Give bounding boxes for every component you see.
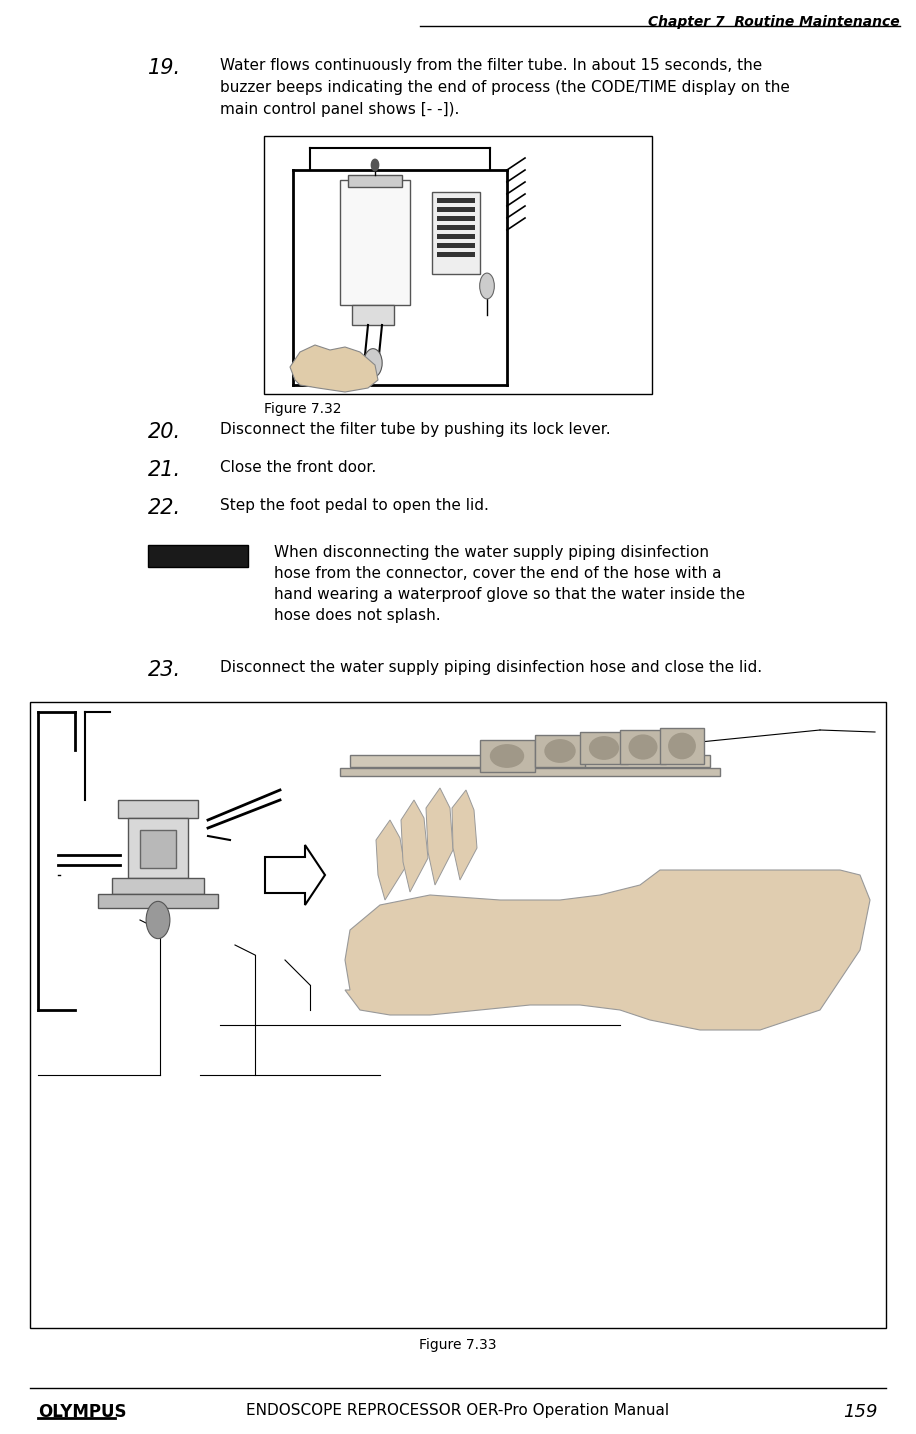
Text: buzzer beeps indicating the end of process (the CODE/TIME display on the: buzzer beeps indicating the end of proce… bbox=[220, 80, 790, 95]
Text: 22.: 22. bbox=[148, 498, 181, 518]
Text: 23.: 23. bbox=[148, 660, 181, 680]
Text: 20.: 20. bbox=[148, 422, 181, 442]
Text: Washing case mount: Washing case mount bbox=[200, 1060, 345, 1073]
Text: Figure 7.33: Figure 7.33 bbox=[420, 1338, 496, 1352]
Text: When disconnecting the water supply piping disinfection: When disconnecting the water supply pipi… bbox=[274, 545, 709, 561]
Text: Step the foot pedal to open the lid.: Step the foot pedal to open the lid. bbox=[220, 498, 489, 513]
Text: 159: 159 bbox=[844, 1402, 878, 1421]
Text: Disconnect the filter tube by pushing its lock lever.: Disconnect the filter tube by pushing it… bbox=[220, 422, 611, 437]
Text: WARNING: WARNING bbox=[164, 548, 232, 561]
Text: OLYMPUS: OLYMPUS bbox=[38, 1402, 126, 1421]
Text: main control panel shows [- -]).: main control panel shows [- -]). bbox=[220, 102, 460, 118]
Text: hose does not splash.: hose does not splash. bbox=[274, 608, 441, 622]
Text: Disconnect the water supply piping disinfection hose and close the lid.: Disconnect the water supply piping disin… bbox=[220, 660, 762, 675]
Text: Air/water/instrument
channel connector: Air/water/instrument channel connector bbox=[746, 723, 875, 751]
Text: 21.: 21. bbox=[148, 460, 181, 480]
Text: Chapter 7  Routine Maintenance: Chapter 7 Routine Maintenance bbox=[649, 14, 900, 29]
Text: Water supply piping disinfection hose connector: Water supply piping disinfection hose co… bbox=[220, 1010, 560, 1022]
Text: Close the front door.: Close the front door. bbox=[220, 460, 376, 475]
Text: hose from the connector, cover the end of the hose with a: hose from the connector, cover the end o… bbox=[274, 566, 722, 581]
Text: Figure 7.32: Figure 7.32 bbox=[264, 402, 342, 416]
Text: Temperature sensor: Temperature sensor bbox=[38, 1060, 179, 1073]
Text: ENDOSCOPE REPROCESSOR OER-Pro Operation Manual: ENDOSCOPE REPROCESSOR OER-Pro Operation … bbox=[246, 1402, 670, 1418]
Text: 19.: 19. bbox=[148, 57, 181, 77]
Text: Water flows continuously from the filter tube. In about 15 seconds, the: Water flows continuously from the filter… bbox=[220, 57, 762, 73]
Text: hand wearing a waterproof glove so that the water inside the: hand wearing a waterproof glove so that … bbox=[274, 587, 745, 602]
